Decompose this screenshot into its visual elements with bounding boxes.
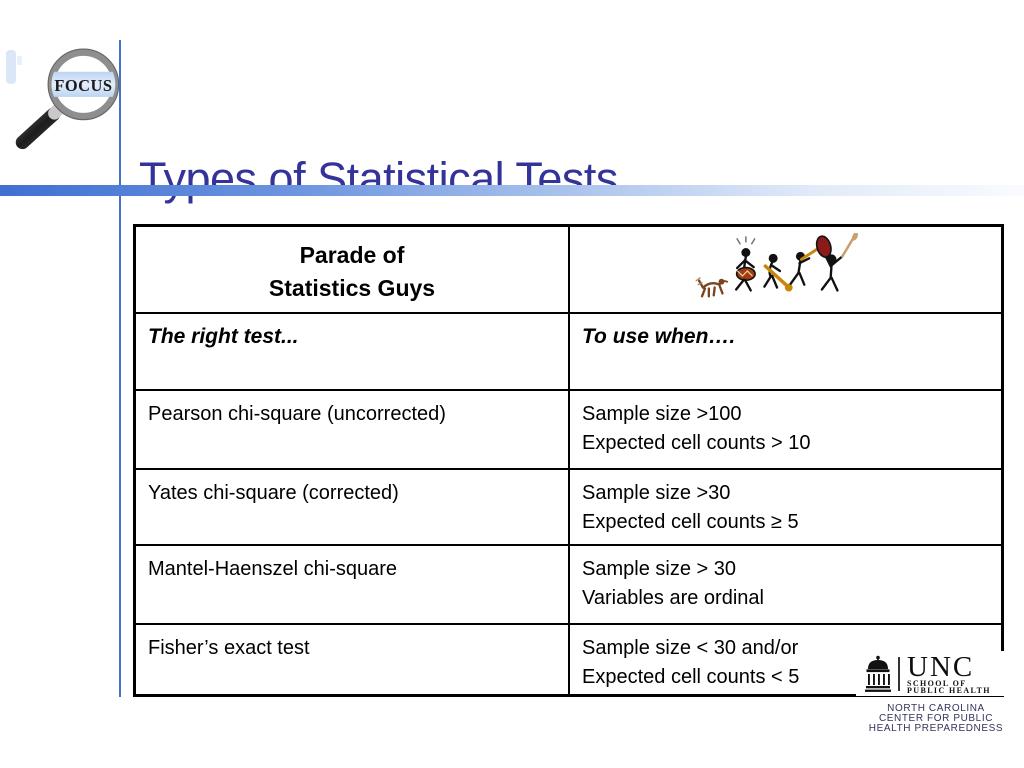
unc-logo: UNC SCHOOL OF PUBLIC HEALTH <box>856 651 1004 696</box>
use-when-line-1: Sample size < 30 and/or <box>582 637 799 659</box>
use-when-cell: Sample size > 30 Variables are ordinal <box>568 544 1001 623</box>
unc-school-line-2: PUBLIC HEALTH <box>907 685 991 695</box>
use-when-line-2: Variables are ordinal <box>582 587 764 609</box>
use-when-cell: Sample size >100 Expected cell counts > … <box>568 389 1001 468</box>
header-line-2: Statistics Guys <box>268 275 436 301</box>
slide-title: Types of Statistical Tests <box>139 153 618 205</box>
use-when-cell: Sample size >30 Expected cell counts ≥ 5 <box>568 468 1001 544</box>
ghost-accent-shape <box>6 50 16 84</box>
test-name-cell: Mantel-Haenszel chi-square <box>136 544 568 623</box>
nccphp-wordmark: NORTH CAROLINA CENTER FOR PUBLIC HEALTH … <box>858 704 1014 733</box>
header-line-1: Parade of <box>299 242 405 268</box>
unc-acronym: UNC <box>907 650 975 683</box>
parade-dog <box>697 278 729 298</box>
test-name-cell: Fisher’s exact test <box>136 623 568 694</box>
test-name-cell: Pearson chi-square (uncorrected) <box>136 389 568 468</box>
title-underline-gradient <box>0 185 1024 196</box>
vertical-accent-line <box>119 40 121 697</box>
use-when-line-1: Sample size >100 <box>582 403 742 425</box>
subheader-left-cell: The right test... <box>136 312 568 389</box>
statistics-guys-parade-image <box>695 233 858 298</box>
use-when-line-2: Expected cell counts ≥ 5 <box>582 511 799 533</box>
use-when-line-1: Sample size > 30 <box>582 558 736 580</box>
focus-magnifier-icon: FOCUS <box>15 48 120 150</box>
table-header-left-cell: Parade of Statistics Guys <box>136 227 568 312</box>
unc-old-well-icon <box>865 655 891 692</box>
statistical-tests-table: Parade of Statistics Guys <box>133 224 1004 697</box>
subheader-right-cell: To use when…. <box>568 312 1001 389</box>
ghost-accent-notch <box>17 56 22 65</box>
test-name-cell: Yates chi-square (corrected) <box>136 468 568 544</box>
focus-logo-label: FOCUS <box>54 76 112 95</box>
magnifier-lens-rim <box>47 48 120 121</box>
unc-logo-divider <box>898 656 900 691</box>
footer-line-1: NORTH CAROLINA <box>887 703 985 714</box>
use-when-cell: Sample size < 30 and/or Expected cell co… <box>568 623 1001 694</box>
magnifier-handle <box>15 107 61 150</box>
use-when-line-1: Sample size >30 <box>582 482 731 504</box>
footer-line-3: HEALTH PREPAREDNESS <box>868 722 1004 734</box>
footer-line-2: CENTER FOR PUBLIC <box>878 712 994 724</box>
use-when-line-2: Expected cell counts < 5 <box>582 666 800 688</box>
table-header-right-cell <box>568 227 1001 312</box>
unc-school-line-1: SCHOOL OF <box>907 678 967 688</box>
focus-ribbon <box>51 71 116 97</box>
use-when-line-2: Expected cell counts > 10 <box>582 432 811 454</box>
